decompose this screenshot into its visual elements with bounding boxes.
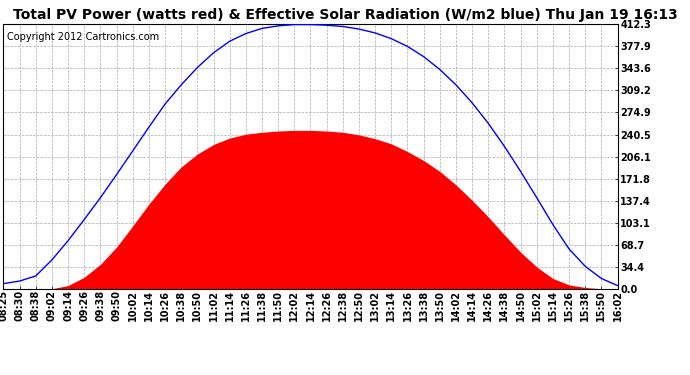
Text: Total PV Power (watts red) & Effective Solar Radiation (W/m2 blue) Thu Jan 19 16: Total PV Power (watts red) & Effective S… bbox=[12, 8, 678, 21]
Text: Copyright 2012 Cartronics.com: Copyright 2012 Cartronics.com bbox=[6, 32, 159, 42]
